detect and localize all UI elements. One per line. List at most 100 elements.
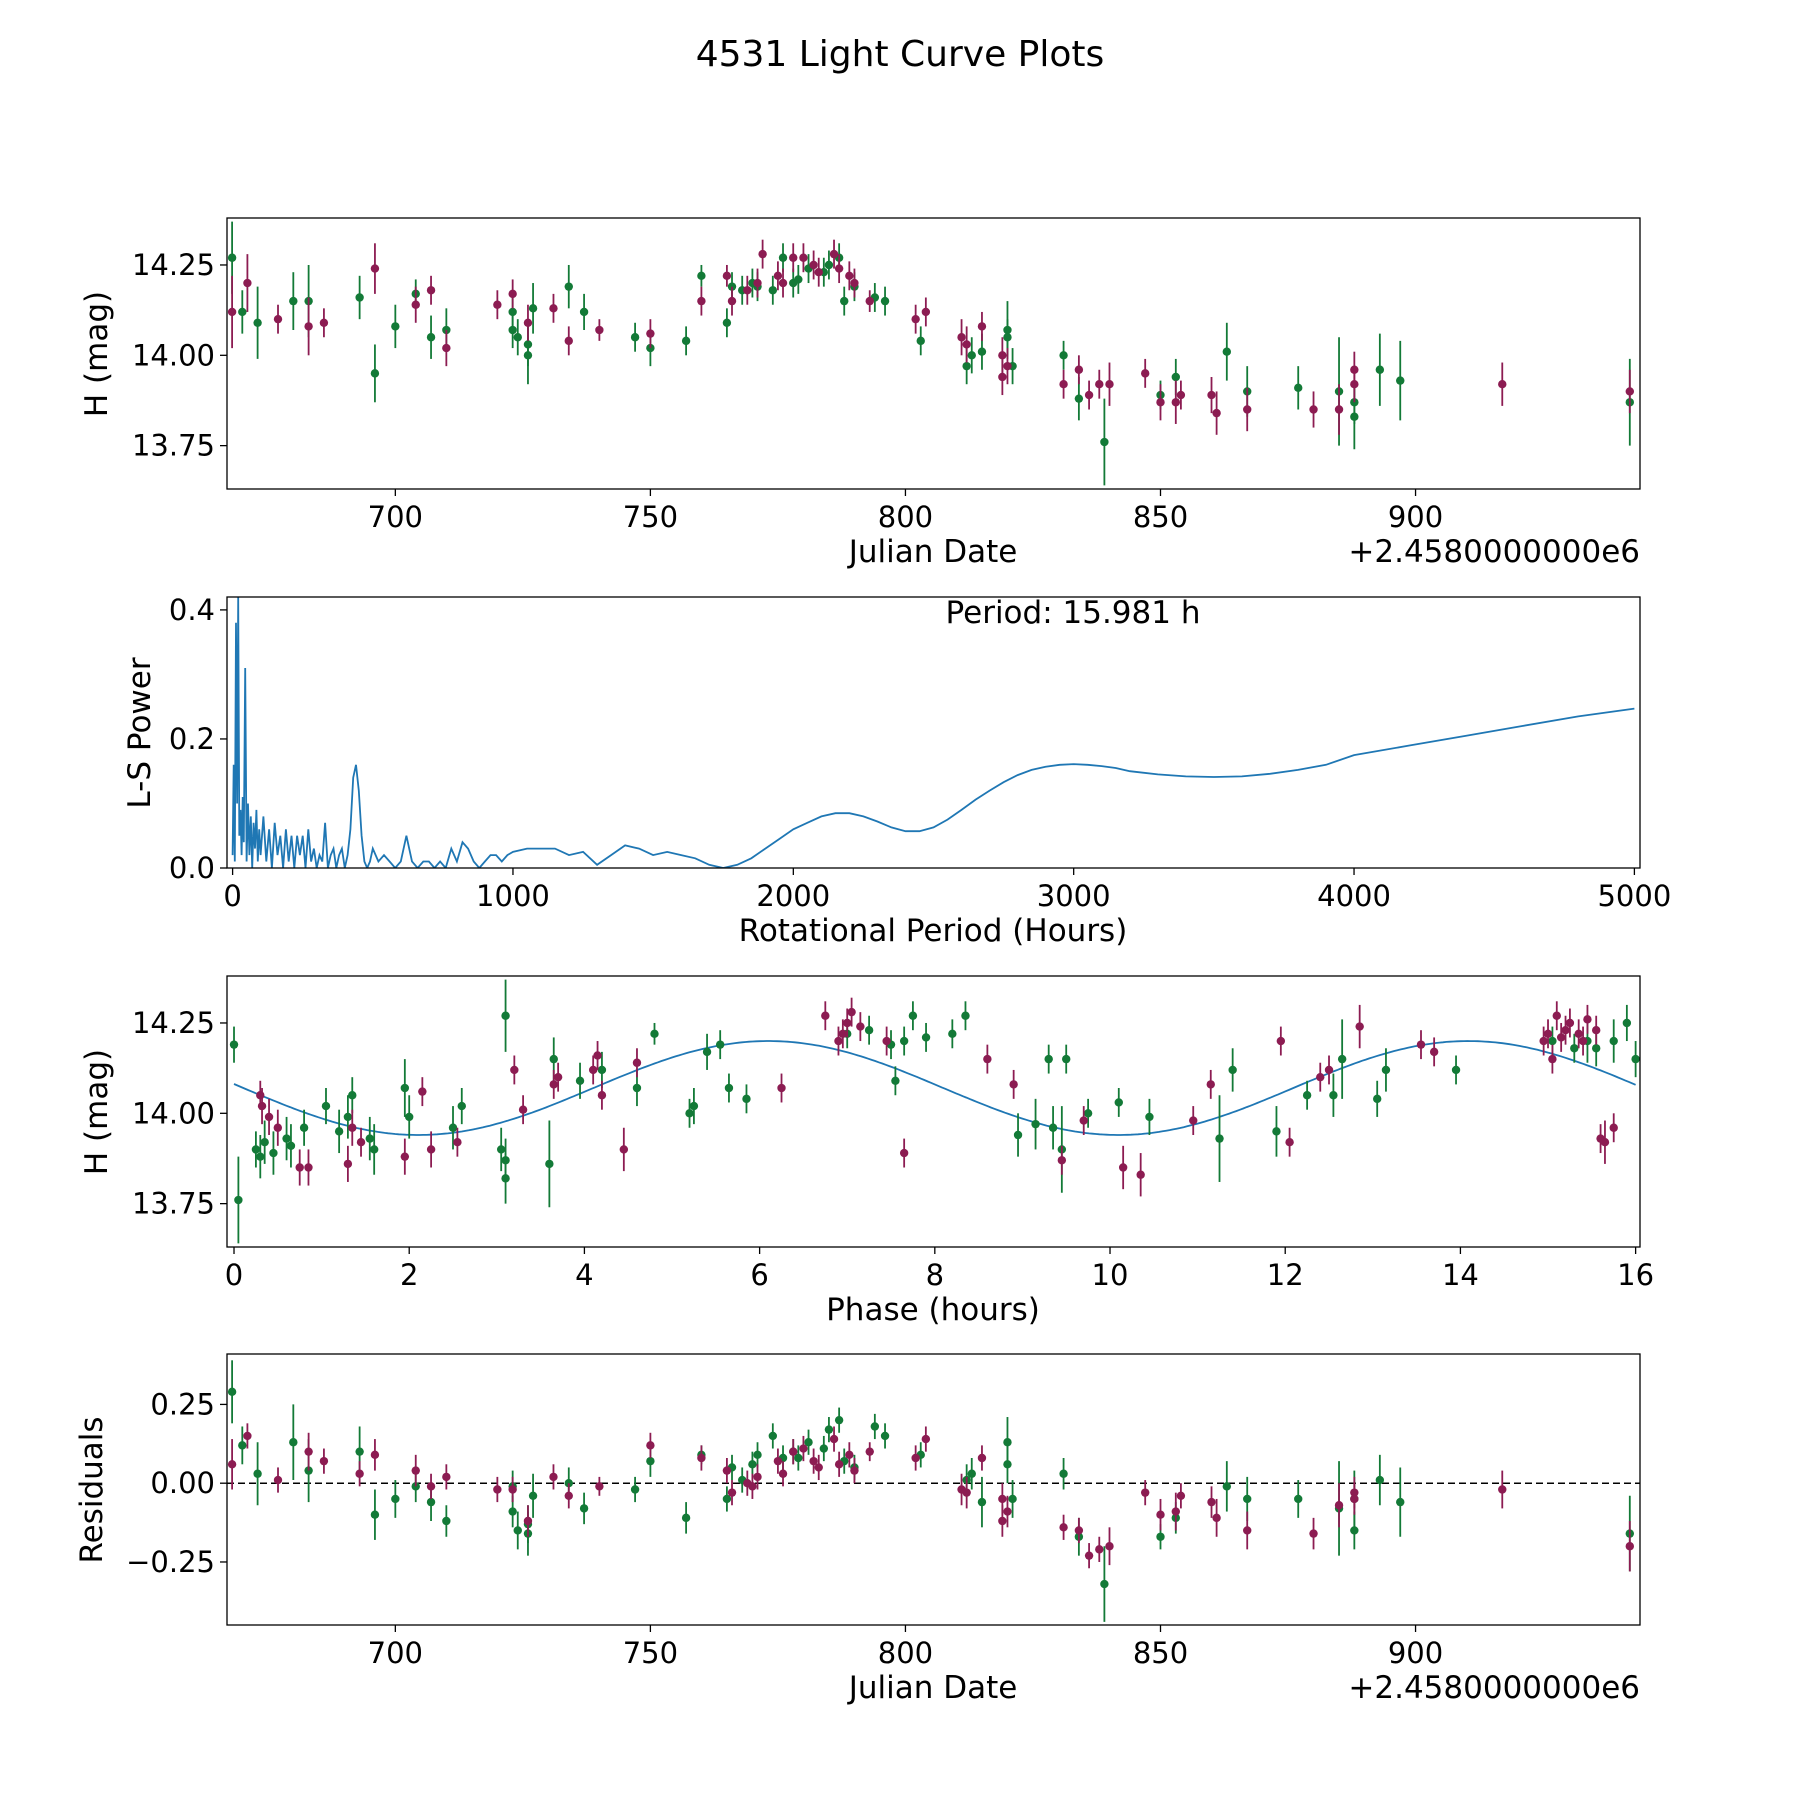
lightcurve-point-maroon [1074,365,1084,374]
phased-point-green [501,1011,510,1020]
lightcurve-point-maroon [523,318,533,327]
residuals-xtick-label: 700 [368,1636,423,1670]
phased-point-maroon [899,1148,909,1158]
lightcurve-point-green [681,336,691,346]
phased-point-maroon [1206,1080,1215,1089]
lightcurve-point-maroon [1309,405,1318,414]
phased-point-maroon [553,1072,563,1082]
phased-point-green [1228,1065,1237,1075]
lightcurve-point-maroon [977,322,987,331]
lightcurve-point-green [442,325,451,335]
lightcurve-point-maroon [1243,405,1252,414]
lightcurve-xtick-label: 900 [1388,500,1443,534]
residuals-point-green [870,1422,880,1431]
lightcurve-point-green [840,296,849,306]
residuals-point-maroon [921,1434,931,1444]
phased-xtick-label: 12 [1267,1258,1304,1292]
residuals-point-maroon [1105,1542,1114,1551]
residuals-point-maroon [1243,1526,1252,1535]
phased-point-maroon [1429,1047,1439,1057]
lightcurve-point-green [1396,376,1405,385]
lightcurve-point-maroon [227,307,237,317]
phased-point-maroon [1416,1040,1426,1049]
phased-point-green [321,1101,331,1111]
phased-point-green [343,1112,353,1122]
lightcurve-point-maroon [319,318,329,327]
residuals-point-green [528,1491,538,1501]
lightcurve-point-maroon [564,336,573,346]
residuals-point-green [880,1431,890,1441]
phased-point-green [632,1083,642,1093]
residuals-point-maroon [426,1482,436,1491]
phased-point-green [549,1054,558,1064]
residuals-frame [226,1353,1641,1626]
phased-point-maroon [847,1007,856,1017]
phased-ytick-label: 14.25 [132,1006,215,1040]
lightcurve-point-maroon [921,307,931,317]
lightcurve-point-maroon [829,249,839,259]
phased-point-green [348,1091,357,1100]
lightcurve-ytick-label: 14.25 [132,248,215,282]
lightcurve-point-maroon [998,372,1007,382]
phased-point-maroon [1355,1022,1364,1031]
phased-point-maroon [632,1058,642,1067]
lightcurve-point-maroon [814,268,823,277]
phased-point-maroon [777,1083,786,1093]
phased-point-green [597,1065,607,1075]
lightcurve-point-maroon [646,329,655,338]
lightcurve-point-green [962,361,971,371]
residuals-point-maroon [564,1491,573,1501]
lightcurve-xtick-label: 850 [1133,500,1188,534]
residuals-point-maroon [1176,1491,1186,1501]
figure-title: 4531 Light Curve Plots [696,34,1105,75]
lightcurve-ylabel: H (mag) [79,291,115,417]
lightcurve-point-maroon [727,296,737,306]
residuals-point-maroon [809,1456,818,1466]
residuals-point-maroon [834,1460,844,1469]
lightcurve-point-green [794,275,803,284]
residuals-point-maroon [727,1488,737,1497]
phased-point-green [1337,1054,1347,1064]
periodogram-xtick-label: 3000 [1037,879,1111,913]
lightcurve-point-green [253,318,262,327]
lightcurve-point-green [370,369,380,378]
residuals-point-green [508,1507,517,1516]
residuals-point-green [355,1447,364,1456]
residuals-xtick-label: 800 [878,1636,933,1670]
phased-point-maroon [1079,1116,1088,1125]
residuals-point-maroon [508,1485,517,1494]
residuals-point-maroon [1095,1545,1104,1554]
residuals-point-green [426,1497,436,1507]
phased-point-green [921,1033,931,1042]
residuals-point-maroon [753,1472,762,1482]
phased-xtick-label: 4 [575,1258,593,1292]
phased-point-green [948,1029,957,1039]
phased-point-maroon [1118,1163,1128,1172]
residuals-point-green [824,1425,834,1434]
residuals-ytick-label: 0.25 [150,1387,215,1421]
phased-point-green [1215,1134,1224,1143]
phased-point-maroon [597,1091,607,1100]
phased-point-green [400,1083,410,1093]
phased-point-maroon [1543,1029,1553,1039]
lightcurve-point-maroon [508,289,517,299]
phased-point-green [702,1047,712,1057]
periodogram-panel: 0 1000 2000 3000 4000 5000 0.0 0.2 0.4 Period: 1… [122,593,1671,949]
phased-point-green [1272,1127,1281,1136]
phased-point-maroon [1189,1116,1198,1125]
lightcurve-point-maroon [273,314,283,324]
periodogram-xtick-label: 0 [223,879,241,913]
residuals-xtick-label: 750 [623,1636,678,1670]
phased-point-maroon [834,1036,843,1046]
residuals-point-green [977,1497,987,1507]
residuals-point-maroon [411,1466,420,1475]
residuals-point-maroon [370,1450,380,1460]
phased-point-maroon [983,1054,992,1064]
phased-point-maroon [348,1123,357,1132]
lightcurve-point-green [355,293,364,302]
phased-ytick-label: 14.00 [132,1096,215,1130]
lightcurve-point-maroon [411,300,420,309]
phased-point-maroon [593,1051,602,1060]
residuals-plot-area [227,1360,1640,1622]
residuals-point-maroon [748,1482,757,1491]
